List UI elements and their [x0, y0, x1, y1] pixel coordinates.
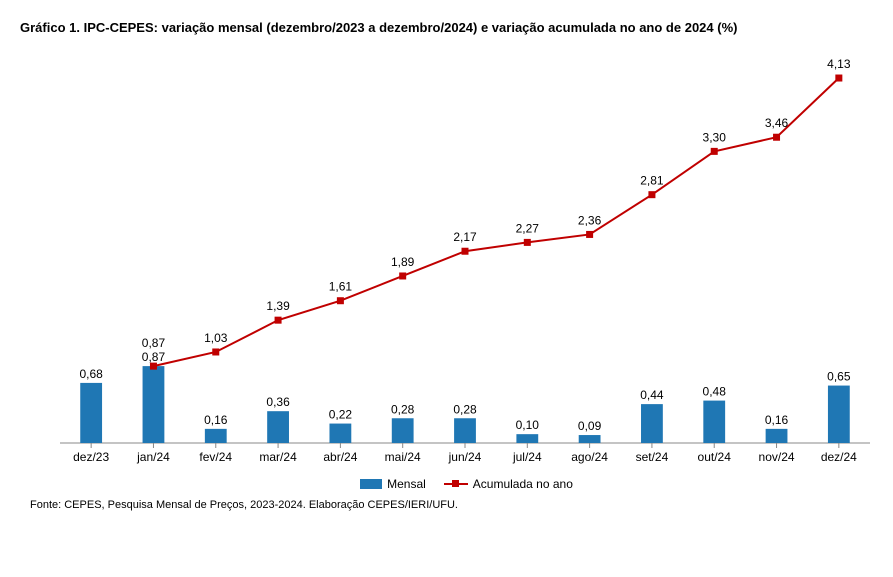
line-marker [648, 191, 655, 198]
bar [703, 401, 725, 443]
legend-line-label: Acumulada no ano [473, 477, 573, 491]
x-axis-label: mai/24 [385, 450, 421, 464]
x-axis-label: mar/24 [259, 450, 297, 464]
bar [766, 429, 788, 443]
bar-label: 0,28 [391, 402, 415, 416]
legend-item-line: Acumulada no ano [444, 477, 573, 491]
line-label: 2,81 [640, 174, 664, 188]
line-marker [212, 348, 219, 355]
line-label: 1,39 [266, 299, 290, 313]
legend-item-bar: Mensal [360, 477, 426, 491]
x-axis-label: abr/24 [323, 450, 357, 464]
bar-label: 0,28 [453, 402, 477, 416]
bar-label: 0,09 [578, 419, 602, 433]
legend-bar-label: Mensal [387, 477, 426, 491]
line-label: 3,46 [765, 116, 789, 130]
bar-label: 0,16 [765, 413, 789, 427]
x-axis-label: nov/24 [759, 450, 795, 464]
bar-label: 0,48 [703, 385, 727, 399]
bar-label: 0,44 [640, 388, 664, 402]
bar [828, 386, 850, 443]
line-label: 1,61 [329, 280, 353, 294]
x-axis-label: jun/24 [448, 450, 482, 464]
bar [80, 383, 102, 443]
line-marker [275, 317, 282, 324]
line-marker [399, 272, 406, 279]
line-label: 1,89 [391, 255, 415, 269]
line-marker [773, 134, 780, 141]
line-marker [462, 248, 469, 255]
x-axis-label: set/24 [636, 450, 669, 464]
line-label: 2,27 [516, 221, 540, 235]
line-label: 1,03 [204, 331, 228, 345]
bar-label: 0,22 [329, 408, 353, 422]
x-axis-label: dez/23 [73, 450, 109, 464]
bar-label: 0,16 [204, 413, 228, 427]
legend-line-marker [452, 480, 459, 487]
x-axis-label: dez/24 [821, 450, 857, 464]
bar-label: 0,65 [827, 370, 851, 384]
bar [579, 435, 601, 443]
bar [454, 418, 476, 443]
line-marker [337, 297, 344, 304]
x-axis-label: fev/24 [199, 450, 232, 464]
chart-svg: 0,68 dez/23 0,87 jan/24 0,16 fev/24 0,36 mar/24… [30, 43, 890, 473]
line-marker [150, 363, 157, 370]
bar [329, 424, 351, 443]
line-label: 4,13 [827, 57, 851, 71]
x-axis-label: jan/24 [136, 450, 170, 464]
legend: Mensal Acumulada no ano [20, 477, 893, 491]
legend-line-swatch [444, 483, 468, 485]
line-label: 2,17 [453, 230, 477, 244]
bar-label: 0,87 [142, 350, 166, 364]
chart-area: 0,68 dez/23 0,87 jan/24 0,16 fev/24 0,36 mar/24… [30, 43, 890, 473]
chart-title: Gráfico 1. IPC-CEPES: variação mensal (d… [20, 20, 893, 35]
bar [205, 429, 227, 443]
line-marker [524, 239, 531, 246]
bar-label: 0,36 [266, 395, 290, 409]
x-axis-label: out/24 [698, 450, 732, 464]
line-marker [586, 231, 593, 238]
line-label: 3,30 [703, 130, 727, 144]
line-series [153, 78, 838, 366]
line-label: 2,36 [578, 213, 602, 227]
bar [641, 404, 663, 443]
bar [143, 366, 165, 443]
bar [267, 411, 289, 443]
line-label: 0,87 [142, 336, 166, 350]
x-axis-label: jul/24 [512, 450, 542, 464]
bar-label: 0,10 [516, 418, 540, 432]
line-marker [711, 148, 718, 155]
source-text: Fonte: CEPES, Pesquisa Mensal de Preços,… [30, 499, 893, 511]
bar-label: 0,68 [79, 367, 103, 381]
bar [516, 434, 538, 443]
line-marker [835, 75, 842, 82]
x-axis-label: ago/24 [571, 450, 608, 464]
bar [392, 418, 414, 443]
legend-bar-swatch [360, 479, 382, 489]
